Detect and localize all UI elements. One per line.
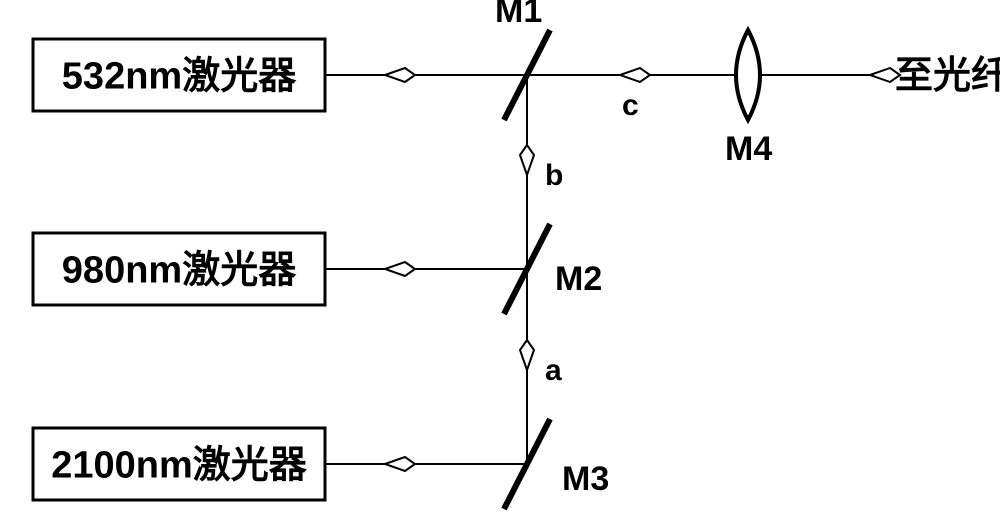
label-m4: M4 — [725, 130, 772, 168]
label-m1: M1 — [495, 0, 542, 30]
arrow-a — [520, 340, 534, 370]
laser-label-mid: 980nm激光器 — [62, 249, 297, 291]
path-label-b: b — [545, 159, 563, 192]
path-label-c: c — [622, 89, 639, 122]
arrow-mid-in — [385, 262, 415, 276]
output-label: 至光纤 — [895, 55, 1000, 97]
arrow-c — [620, 68, 650, 82]
arrow-top-in — [385, 68, 415, 82]
lens-m4 — [736, 30, 760, 120]
laser-label-top: 532nm激光器 — [62, 55, 297, 97]
arrow-b — [520, 145, 534, 175]
path-label-a: a — [545, 354, 562, 387]
laser-label-bot: 2100nm激光器 — [51, 444, 308, 486]
arrow-bot-in — [385, 457, 415, 471]
label-m2: M2 — [555, 260, 602, 298]
label-m3: M3 — [562, 460, 609, 498]
